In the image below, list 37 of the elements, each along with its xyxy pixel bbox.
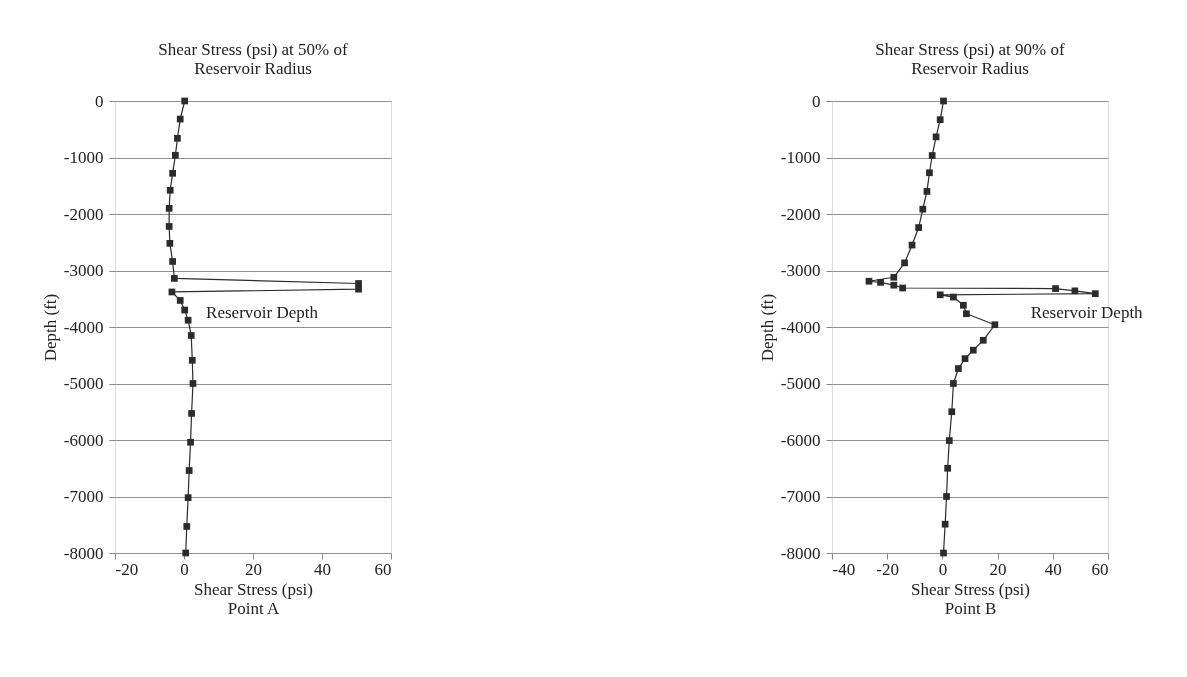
x-tick-label: 20	[245, 559, 262, 579]
x-tick-label: 20	[989, 559, 1007, 579]
x-tick-label: -20	[876, 559, 900, 579]
x-tick-label: 40	[314, 559, 331, 579]
chart-title: Shear Stress (psi) at 50% of Reservoir Radius	[158, 40, 348, 78]
x-tick-label: 0	[180, 559, 189, 579]
x-tick-label: -20	[115, 559, 139, 579]
annotation: Reservoir Depth	[206, 303, 319, 323]
y-tick-label: 0	[812, 91, 821, 111]
x-axis-title: Shear Stress (psi) Point A	[194, 579, 313, 618]
x-tick-label: 0	[938, 559, 948, 579]
y-tick-label: -4000	[780, 317, 821, 337]
y-tick-label: -1000	[63, 148, 104, 167]
y-tick-label: -8000	[63, 543, 104, 563]
x-tick-label: 60	[374, 559, 392, 579]
y-tick-label: -6000	[780, 430, 821, 450]
y-tick-label: -4000	[63, 317, 104, 337]
x-tick-label: 60	[1091, 559, 1109, 579]
y-tick-label: -5000	[63, 374, 104, 393]
y-tick-label: -7000	[63, 487, 104, 506]
y-tick-label: -5000	[780, 374, 821, 393]
y-tick-label: -2000	[780, 204, 821, 224]
y-axis-title: Depth (ft)	[40, 293, 60, 362]
y-tick-label: -3000	[63, 261, 104, 280]
y-tick-label: -3000	[780, 261, 821, 280]
y-tick-label: -2000	[63, 204, 104, 224]
chart-title: Shear Stress (psi) at 90% of Reservoir Radius	[875, 40, 1065, 78]
annotation: Reservoir Depth	[1030, 303, 1144, 323]
y-axis-title: Depth (ft)	[757, 293, 777, 362]
y-tick-label: -1000	[780, 148, 821, 167]
x-tick-label: 40	[1044, 559, 1062, 579]
y-tick-label: -7000	[780, 487, 821, 506]
x-tick-label: -40	[832, 559, 856, 579]
x-axis-title: Shear Stress (psi) Point B	[911, 579, 1030, 618]
y-tick-label: 0	[95, 91, 104, 111]
y-tick-label: -8000	[780, 543, 821, 563]
y-tick-label: -6000	[63, 430, 104, 450]
